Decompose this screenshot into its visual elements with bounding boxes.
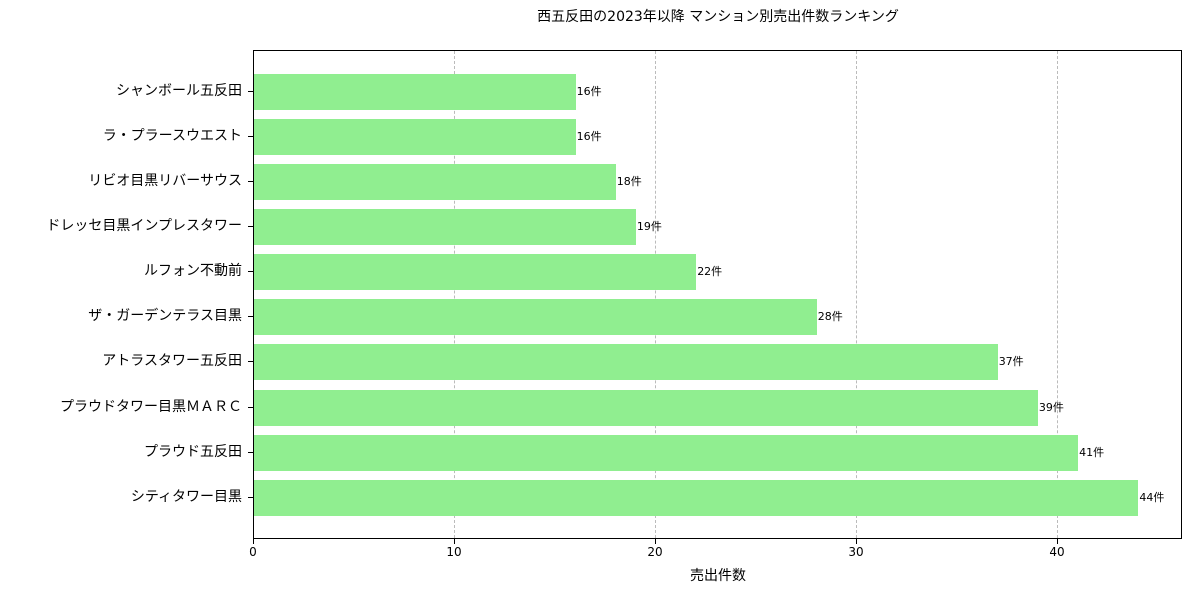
y-tick: [248, 226, 253, 227]
y-tick-label: シャンボール五反田: [116, 83, 242, 99]
bar: [254, 480, 1139, 516]
x-tick-label: 20: [647, 545, 663, 559]
bar-value-label: 39件: [1038, 401, 1064, 414]
grid-line: [856, 51, 857, 538]
bar-value-label: 19件: [636, 220, 662, 233]
y-tick: [248, 316, 253, 317]
grid-line: [655, 51, 656, 538]
bar: [254, 344, 998, 380]
y-tick-label: ドレッセ目黒インプレスタワー: [46, 218, 242, 234]
y-tick: [248, 452, 253, 453]
y-tick: [248, 91, 253, 92]
bar-value-label: 16件: [576, 130, 602, 143]
y-tick-label: アトラスタワー五反田: [102, 353, 242, 369]
y-tick: [248, 407, 253, 408]
x-tick-label: 40: [1049, 545, 1065, 559]
y-tick: [248, 136, 253, 137]
plot-area: 16件 16件 18件 19件 22件 28件 37件 39件 41件 44件: [253, 50, 1182, 539]
x-tick: [856, 539, 857, 544]
bar: [254, 299, 817, 335]
y-tick: [248, 181, 253, 182]
y-tick: [248, 271, 253, 272]
bar: [254, 74, 576, 110]
bar: [254, 254, 697, 290]
x-tick: [454, 539, 455, 544]
y-tick-label: リビオ目黒リバーサウス: [88, 173, 242, 189]
x-axis-title: 売出件数: [690, 568, 746, 584]
x-tick: [253, 539, 254, 544]
y-tick-label: ラ・プラースウエスト: [102, 128, 242, 144]
x-tick-label: 10: [446, 545, 462, 559]
grid-line: [454, 51, 455, 538]
y-tick-label: ザ・ガーデンテラス目黒: [88, 308, 242, 324]
x-tick: [655, 539, 656, 544]
bar: [254, 209, 636, 245]
bar: [254, 119, 576, 155]
bar: [254, 435, 1079, 471]
chart-title: 西五反田の2023年以降 マンション別売出件数ランキング: [537, 9, 899, 25]
bar: [254, 164, 616, 200]
bar-value-label: 22件: [697, 265, 723, 278]
bar: [254, 390, 1038, 426]
bar-value-label: 37件: [998, 355, 1024, 368]
bar-value-label: 18件: [616, 175, 642, 188]
y-tick-label: プラウド五反田: [144, 444, 242, 460]
y-tick: [248, 361, 253, 362]
y-tick-label: シティタワー目黒: [130, 489, 242, 505]
x-tick-label: 30: [848, 545, 864, 559]
y-tick-label: プラウドタワー目黒ＭＡＲＣ: [60, 399, 242, 415]
y-tick: [248, 497, 253, 498]
grid-line: [1057, 51, 1058, 538]
y-tick-label: ルフォン不動前: [144, 263, 242, 279]
bar-value-label: 44件: [1139, 491, 1165, 504]
bar-value-label: 28件: [817, 310, 843, 323]
x-tick: [1057, 539, 1058, 544]
x-tick-label: 0: [249, 545, 257, 559]
bar-value-label: 41件: [1079, 446, 1105, 459]
bar-value-label: 16件: [576, 85, 602, 98]
